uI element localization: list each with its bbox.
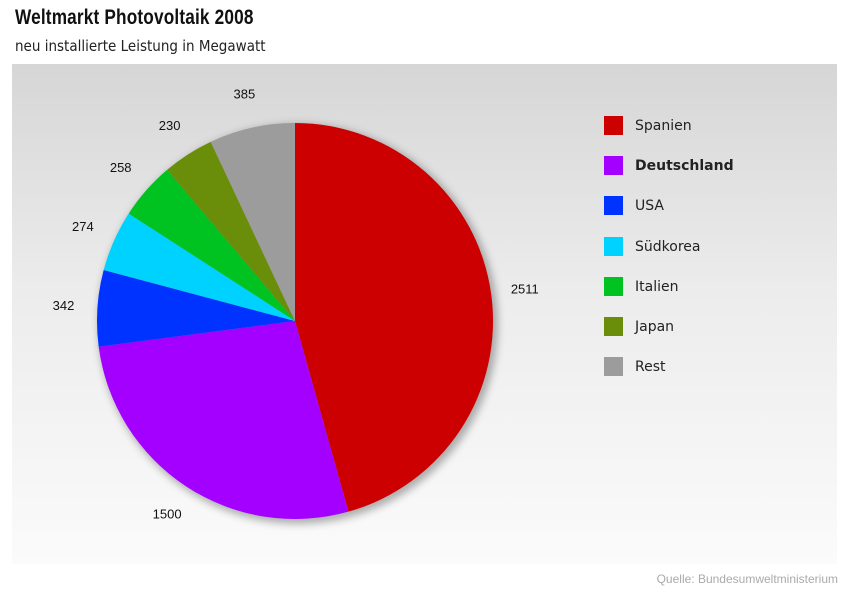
legend-swatch [604, 236, 623, 256]
legend-item-usa: USA [604, 196, 734, 236]
source-note: Quelle: Bundesumweltministerium [656, 572, 838, 586]
chart-subtitle: neu installierte Leistung in Megawatt [15, 37, 266, 55]
chart-title: Weltmarkt Photovoltaik 2008 [15, 6, 254, 29]
legend: Spanien Deutschland USA Südkorea Italien Japa… [604, 116, 734, 397]
pie-slice-rest [210, 123, 295, 321]
legend-swatch [604, 357, 623, 377]
slice-value-label-usa: 342 [53, 298, 75, 313]
legend-swatch [604, 276, 623, 296]
legend-swatch [604, 316, 623, 336]
pie-slice-italien [128, 169, 295, 321]
pie-chart: 2511 1500 342 274 258 230 385 [53, 87, 539, 524]
pie-slice-japan [167, 141, 295, 321]
legend-item-deutschland: Deutschland [604, 156, 734, 196]
legend-item-sudkorea: Südkorea [604, 236, 734, 277]
legend-label: Deutschland [635, 158, 734, 175]
slice-value-label-spanien: 2511 [511, 281, 539, 296]
legend-label: Südkorea [635, 238, 701, 255]
pie-slice-sudkorea [103, 213, 296, 321]
legend-item-spanien: Spanien [604, 116, 734, 156]
pie-slice-spanien [295, 123, 494, 512]
pie-slice-deutschland [98, 321, 349, 520]
legend-label: USA [635, 198, 664, 215]
legend-swatch [604, 116, 623, 135]
slice-value-label-rest: 385 [234, 87, 256, 102]
legend-label: Rest [635, 359, 666, 376]
legend-label: Italien [635, 278, 679, 295]
legend-swatch [604, 196, 623, 216]
slice-value-label-japan: 230 [159, 118, 181, 133]
slice-value-label-sudkorea: 274 [72, 219, 94, 234]
pie-slice-usa [97, 270, 296, 347]
legend-item-italien: Italien [604, 276, 734, 317]
slice-value-label-deutschland: 1500 [153, 507, 182, 522]
slice-value-label-italien: 258 [110, 160, 132, 175]
legend-label: Japan [635, 318, 675, 335]
legend-item-rest: Rest [604, 357, 734, 397]
legend-label: Spanien [635, 118, 692, 134]
legend-item-japan: Japan [604, 316, 734, 357]
legend-swatch [604, 156, 623, 176]
